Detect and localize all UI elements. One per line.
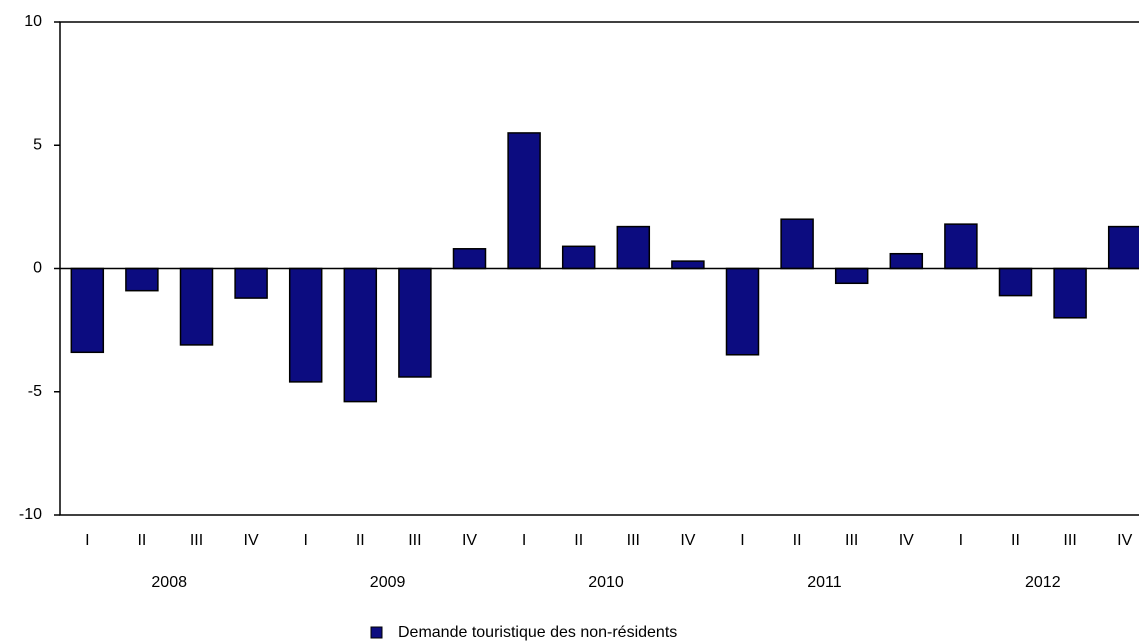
x-tick-label: IV: [244, 532, 259, 549]
y-tick-label: 5: [33, 136, 42, 153]
x-tick-label: II: [356, 532, 365, 549]
x-tick-label: III: [627, 532, 640, 549]
y-tick-label: -5: [28, 383, 42, 400]
bar: [561, 245, 596, 270]
x-tick-label: III: [408, 532, 421, 549]
x-tick-label: II: [574, 532, 583, 549]
x-tick-label: IV: [462, 532, 477, 549]
bar: [398, 267, 432, 378]
x-tick-label: IV: [1117, 532, 1132, 549]
x-tick-label: I: [959, 532, 963, 549]
bar: [671, 260, 705, 270]
y-tick-label: -10: [19, 506, 42, 523]
bar: [288, 267, 323, 383]
bar: [1107, 225, 1139, 270]
x-group-label: 2010: [588, 574, 624, 591]
x-tick-label: III: [190, 532, 203, 549]
x-group-label: 2008: [151, 574, 187, 591]
legend-label: Demande touristique des non-résidents: [398, 624, 677, 641]
x-tick-label: IV: [899, 532, 914, 549]
bar: [234, 267, 268, 299]
x-tick-label: I: [522, 532, 526, 549]
bar: [125, 267, 159, 292]
x-tick-label: I: [740, 532, 744, 549]
y-tick-label: 0: [33, 260, 42, 277]
bar: [1053, 267, 1087, 319]
x-group-label: 2012: [1025, 574, 1061, 591]
y-tick-label: 10: [24, 13, 42, 30]
x-tick-label: I: [85, 532, 89, 549]
x-tick-label: III: [845, 532, 858, 549]
bar: [616, 225, 651, 270]
bar: [834, 267, 869, 285]
bar: [944, 223, 978, 270]
bar: [889, 252, 924, 270]
bar: [343, 267, 378, 403]
x-tick-label: IV: [680, 532, 695, 549]
bar: [725, 267, 760, 356]
bar: [452, 248, 487, 270]
bar: [780, 218, 814, 270]
x-tick-label: I: [303, 532, 307, 549]
bar: [507, 132, 541, 270]
bar: [998, 267, 1033, 297]
x-tick-label: II: [793, 532, 802, 549]
x-group-label: 2009: [370, 574, 406, 591]
bar: [179, 267, 214, 346]
x-group-label: 2011: [807, 574, 842, 591]
x-tick-label: II: [1011, 532, 1020, 549]
bar: [70, 267, 105, 354]
legend-swatch: [370, 626, 383, 639]
x-tick-label: III: [1063, 532, 1076, 549]
x-tick-label: II: [137, 532, 146, 549]
